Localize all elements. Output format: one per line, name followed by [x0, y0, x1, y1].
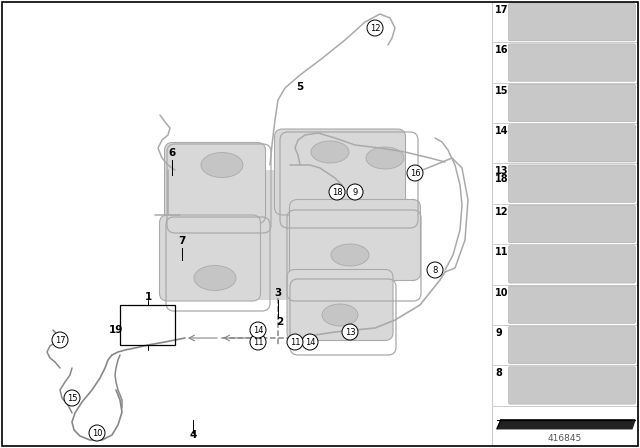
FancyBboxPatch shape [509, 125, 636, 162]
Text: 12: 12 [495, 207, 509, 217]
Text: 1: 1 [145, 292, 152, 302]
FancyBboxPatch shape [289, 199, 420, 280]
FancyBboxPatch shape [509, 4, 636, 41]
Bar [492, 405, 638, 446]
Text: 8: 8 [495, 368, 502, 378]
FancyBboxPatch shape [164, 142, 266, 224]
Bar [120, 305, 175, 345]
FancyBboxPatch shape [509, 44, 636, 81]
Text: 10: 10 [92, 428, 102, 438]
Text: 12: 12 [370, 23, 380, 33]
FancyBboxPatch shape [509, 367, 636, 404]
FancyBboxPatch shape [509, 165, 636, 202]
Circle shape [367, 20, 383, 36]
Bar [492, 325, 638, 365]
Circle shape [342, 324, 358, 340]
Text: 17: 17 [54, 336, 65, 345]
Text: 15: 15 [495, 86, 509, 96]
Text: 14: 14 [253, 326, 263, 335]
Text: 6: 6 [168, 148, 175, 158]
Text: 11: 11 [290, 337, 300, 346]
Text: 16: 16 [410, 168, 420, 177]
Circle shape [250, 322, 266, 338]
Ellipse shape [201, 152, 243, 177]
Ellipse shape [311, 141, 349, 163]
Circle shape [52, 332, 68, 348]
Ellipse shape [366, 147, 404, 169]
Text: 4: 4 [189, 430, 196, 440]
Text: 16: 16 [495, 45, 509, 56]
Circle shape [302, 334, 318, 350]
Bar [492, 123, 638, 164]
Text: 13: 13 [345, 327, 355, 336]
Text: 5: 5 [296, 82, 303, 92]
Text: 10: 10 [495, 288, 509, 297]
Polygon shape [497, 420, 635, 429]
FancyBboxPatch shape [509, 286, 636, 323]
Circle shape [64, 390, 80, 406]
Text: 11: 11 [495, 247, 509, 257]
FancyBboxPatch shape [509, 84, 636, 121]
FancyBboxPatch shape [509, 246, 636, 283]
FancyBboxPatch shape [509, 327, 636, 364]
Circle shape [89, 425, 105, 441]
Bar [492, 284, 638, 325]
Ellipse shape [322, 304, 358, 326]
Ellipse shape [194, 266, 236, 290]
Text: 14: 14 [495, 126, 509, 136]
Text: 19: 19 [109, 325, 123, 335]
Text: 18: 18 [332, 188, 342, 197]
Bar [492, 2, 638, 43]
Bar [492, 43, 638, 83]
Bar [492, 83, 638, 123]
Text: 13: 13 [495, 167, 509, 177]
Text: 14: 14 [305, 337, 316, 346]
Circle shape [427, 262, 443, 278]
Bar [180, 205, 245, 265]
Text: 15: 15 [67, 393, 77, 402]
Text: 7: 7 [179, 236, 186, 246]
Text: 18: 18 [495, 174, 509, 185]
Circle shape [329, 184, 345, 200]
Bar [492, 164, 638, 204]
FancyBboxPatch shape [275, 129, 406, 215]
Circle shape [287, 334, 303, 350]
Circle shape [407, 165, 423, 181]
Bar [250, 185, 340, 300]
Bar [492, 244, 638, 284]
Text: 17: 17 [495, 5, 509, 15]
Text: 2: 2 [276, 317, 284, 327]
Circle shape [347, 184, 363, 200]
Ellipse shape [331, 244, 369, 266]
Bar [185, 170, 370, 220]
Bar [492, 365, 638, 405]
Bar [492, 204, 638, 244]
FancyBboxPatch shape [287, 270, 393, 340]
Text: 11: 11 [253, 337, 263, 346]
FancyBboxPatch shape [509, 205, 636, 243]
Text: 3: 3 [275, 288, 282, 298]
Text: 416845: 416845 [548, 434, 582, 443]
Text: 8: 8 [432, 266, 438, 275]
FancyBboxPatch shape [159, 215, 260, 301]
Circle shape [250, 334, 266, 350]
Text: 9: 9 [495, 328, 502, 338]
Text: 9: 9 [353, 188, 358, 197]
